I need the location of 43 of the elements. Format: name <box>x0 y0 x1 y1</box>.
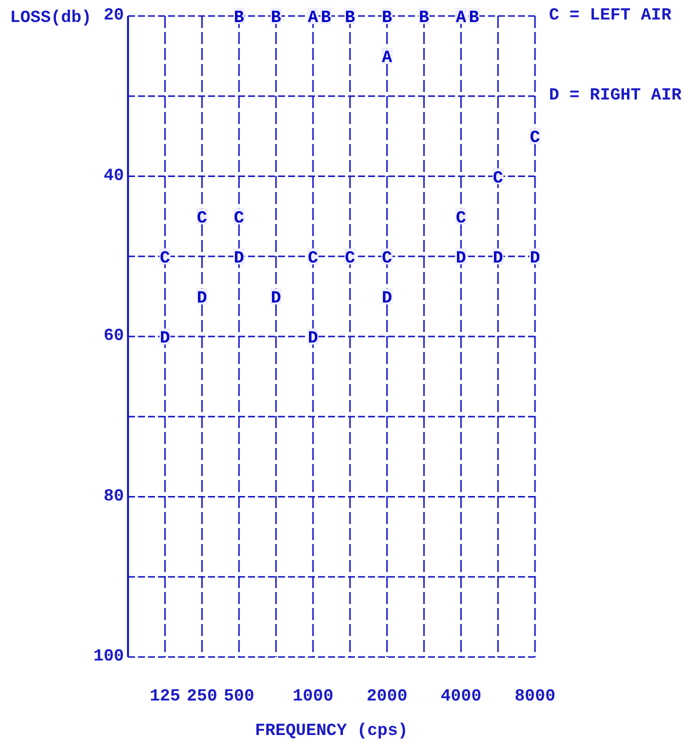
y-tick-label: 60 <box>104 327 124 346</box>
y-tick-label: 80 <box>104 487 124 506</box>
x-tick-label: 4000 <box>440 688 482 706</box>
text: C <box>456 209 466 228</box>
x-tick-label: 250 <box>186 688 218 706</box>
text: C <box>234 209 244 228</box>
text: D <box>456 249 466 268</box>
series-label: D <box>270 289 282 308</box>
text: C <box>344 249 356 268</box>
text: D <box>160 330 170 348</box>
x-axis-title: FREQUENCY (cps) <box>254 722 408 741</box>
series-label: A <box>308 9 319 28</box>
text: C <box>196 209 208 228</box>
text: B <box>468 9 480 28</box>
y-tick-label: 40 <box>104 166 124 186</box>
text: B <box>320 9 332 28</box>
x-tick-label: 1000 <box>292 688 334 706</box>
y-tick-label: 20 <box>104 6 124 26</box>
text: D <box>308 330 318 348</box>
text: D <box>234 249 244 268</box>
y-tick-label: 100 <box>93 648 124 666</box>
text: C = LEFT AIR <box>549 6 672 26</box>
x-tick-label: 125 <box>150 688 180 706</box>
text: D <box>196 289 208 308</box>
text: A <box>456 9 466 28</box>
text: B <box>234 9 244 28</box>
text: C <box>530 129 540 148</box>
text: C <box>160 249 170 268</box>
x-tick-label: 8000 <box>514 688 556 706</box>
series-label: C <box>308 249 318 268</box>
series-label: B <box>270 9 282 28</box>
text: C <box>382 249 392 268</box>
text: D <box>530 249 540 268</box>
text: B <box>418 9 430 28</box>
text: D <box>382 289 392 308</box>
x-tick-label: 500 <box>224 688 254 706</box>
text: B <box>344 9 356 28</box>
text: D <box>492 249 504 268</box>
text: A <box>382 49 392 68</box>
y-axis-title: LOSS(db) <box>10 9 92 28</box>
x-tick-label: 2000 <box>366 688 408 706</box>
text: C <box>492 169 504 188</box>
text: B <box>382 9 392 28</box>
